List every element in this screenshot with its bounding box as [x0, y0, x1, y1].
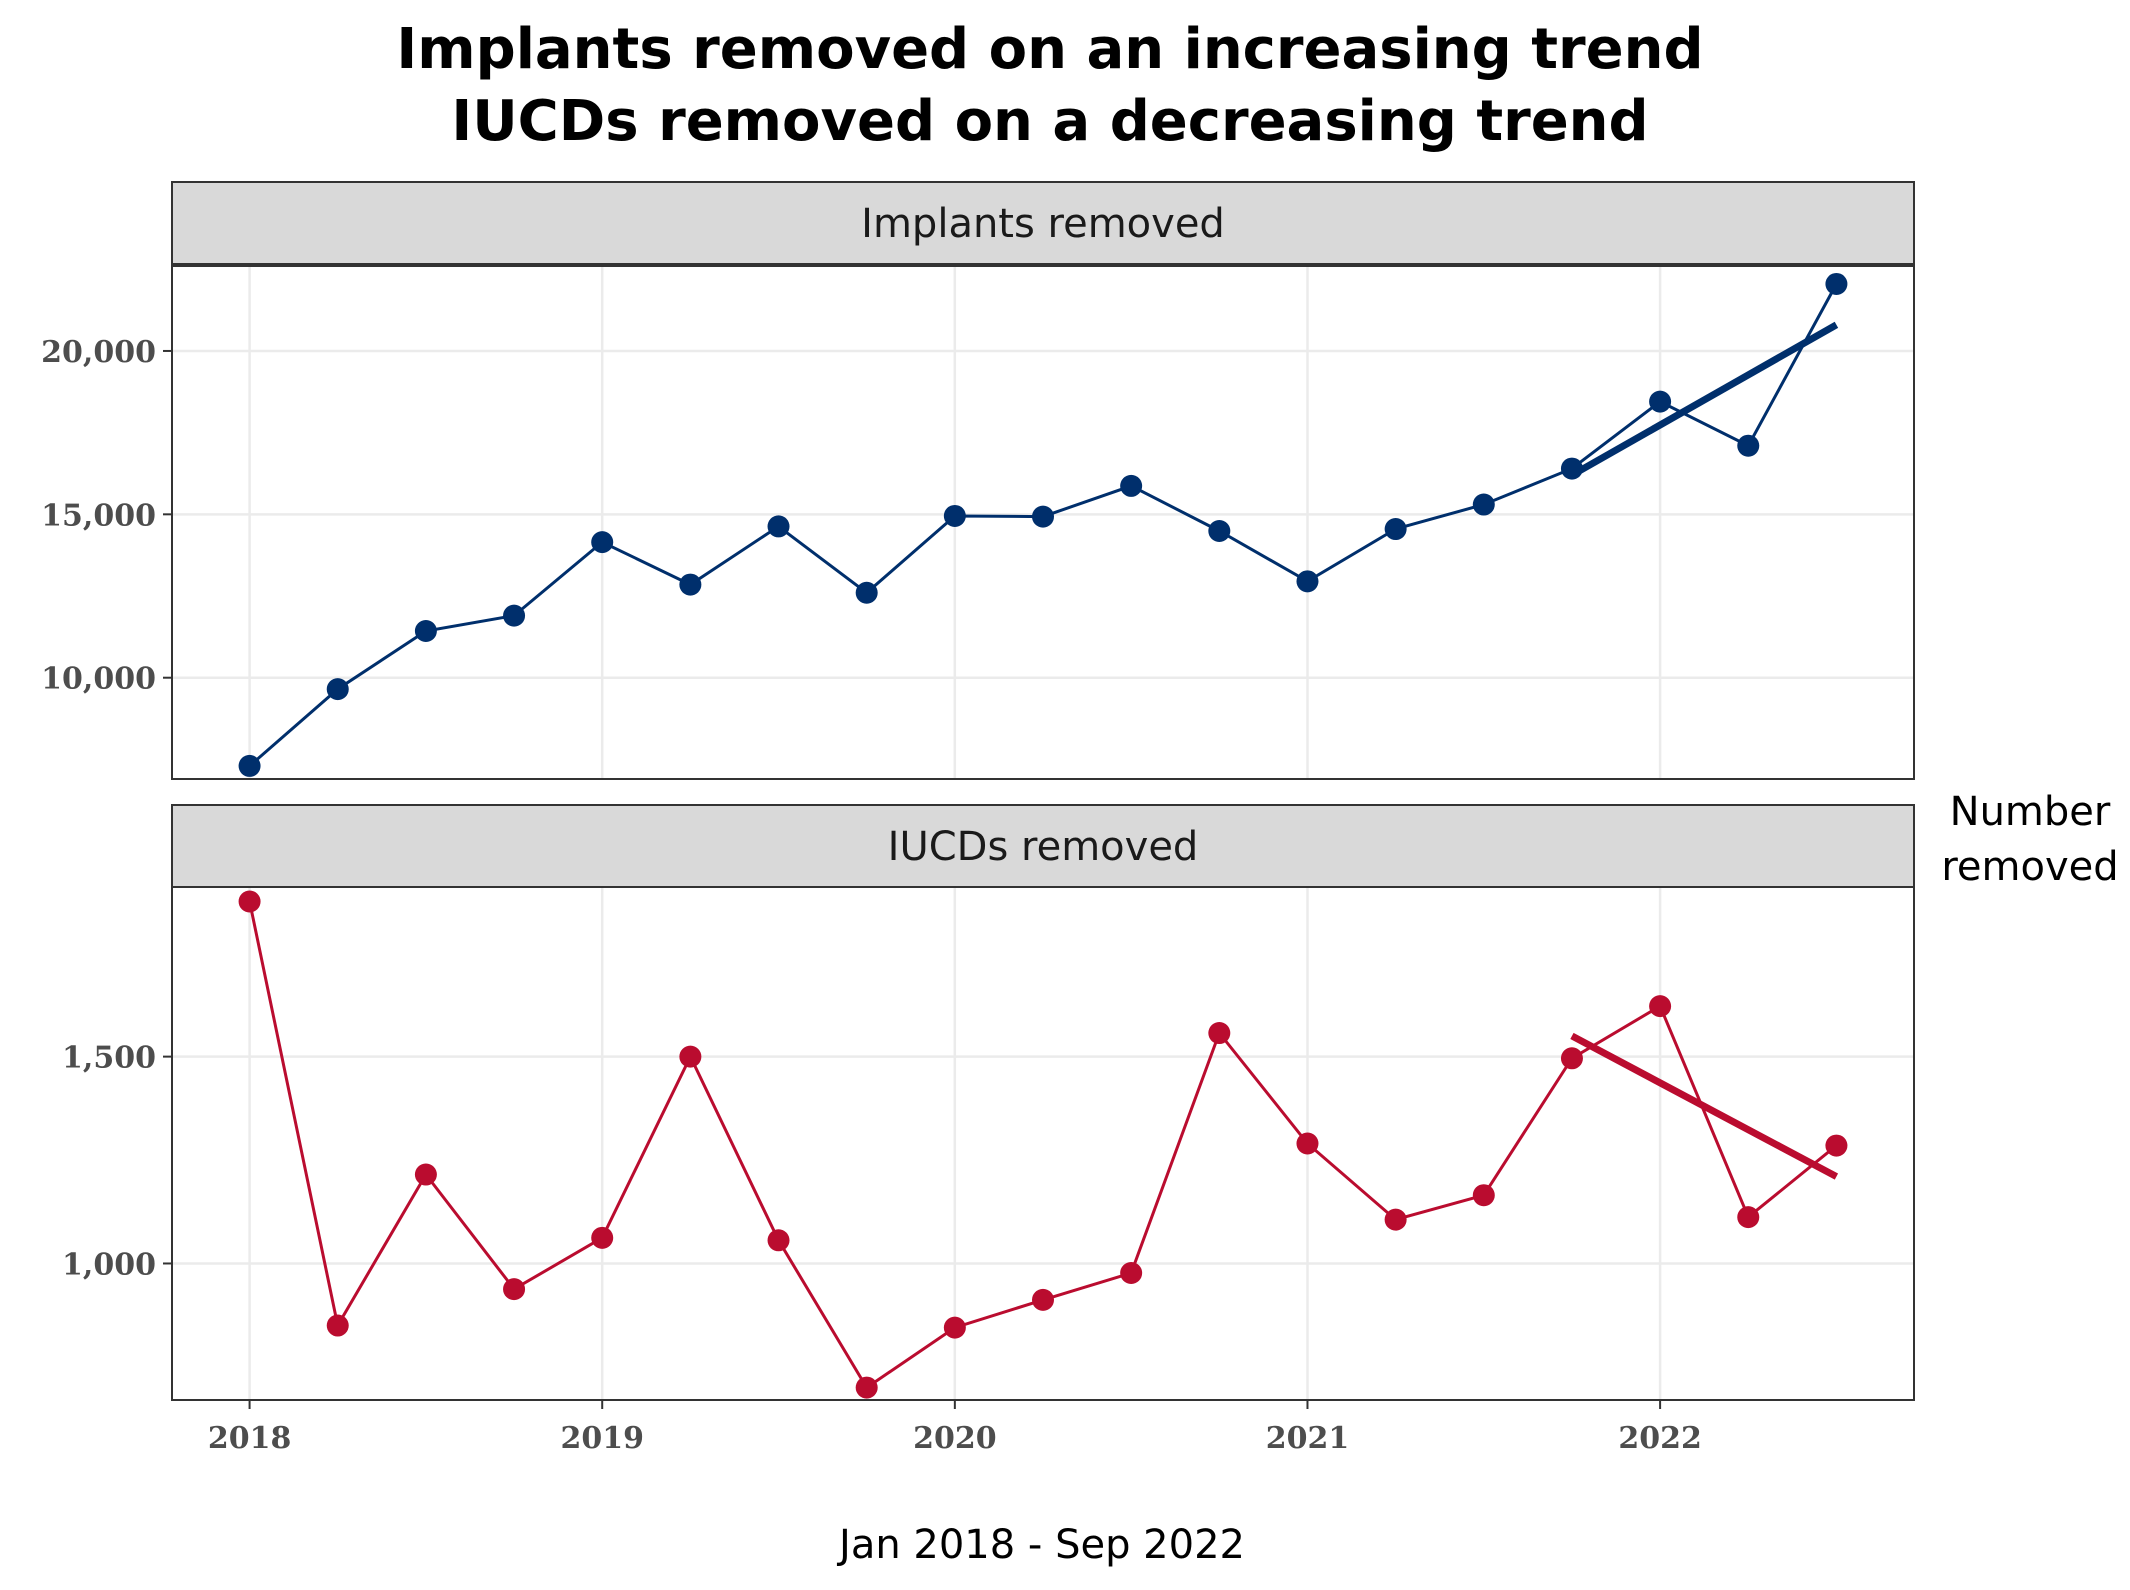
panel-0-point-14 — [1472, 493, 1495, 516]
panel-0-point-10 — [1120, 474, 1143, 497]
panel-0-point-0 — [238, 754, 261, 777]
panel-1-point-12 — [1296, 1132, 1319, 1155]
panel-0-point-8 — [943, 504, 966, 527]
panel-0-point-7 — [855, 581, 878, 604]
panel-0-strip — [171, 181, 1915, 265]
panel-1-point-9 — [1032, 1288, 1054, 1311]
panel-1-point-17 — [1737, 1206, 1760, 1229]
panel-1-point-8 — [943, 1316, 966, 1339]
panel-iucds: IUCDs removed 1,000 1,500 — [62, 804, 1915, 1401]
panel-0-point-4 — [591, 531, 614, 554]
x-tick-label-0: 2018 — [208, 1421, 292, 1456]
panel-1-point-1 — [326, 1314, 349, 1337]
panel-0-ytick-label-0: 10,000 — [41, 662, 156, 697]
panel-0-point-15 — [1560, 457, 1583, 480]
panel-1-point-3 — [503, 1278, 526, 1301]
x-tick-label-4: 2022 — [1618, 1421, 1702, 1456]
panel-1-point-18 — [1825, 1134, 1848, 1157]
panel-0-point-18 — [1825, 272, 1848, 295]
panel-1-point-14 — [1472, 1184, 1495, 1207]
panel-1-point-16 — [1649, 995, 1672, 1018]
panel-implants: Implants removed 10,000 15,000 20,000 — [41, 181, 1915, 780]
panel-1-point-4 — [591, 1226, 614, 1249]
panel-1-point-5 — [679, 1045, 702, 1068]
panel-0-point-2 — [414, 619, 437, 642]
legend-title-line-1: Number — [1950, 789, 2111, 835]
panel-1-point-2 — [414, 1163, 437, 1186]
panel-0-strip-label: Implants removed — [861, 201, 1225, 247]
panel-1-ytick-label-1: 1,500 — [62, 1041, 156, 1076]
x-tick-label-1: 2019 — [560, 1421, 644, 1456]
panel-1-point-0 — [238, 890, 261, 913]
panel-1-point-13 — [1384, 1208, 1407, 1231]
chart-title-line-2: IUCDs removed on a decreasing trend — [451, 89, 1648, 154]
panel-1-ytick-label-0: 1,000 — [62, 1247, 156, 1282]
panel-1-point-15 — [1560, 1047, 1583, 1070]
panel-0-point-16 — [1649, 390, 1672, 413]
panel-1-series-line — [248, 901, 1838, 1390]
legend-title-line-2: removed — [1941, 844, 2118, 890]
panel-0-point-5 — [679, 573, 702, 596]
panel-0-point-3 — [503, 604, 526, 627]
panel-1-trend-line — [1570, 1032, 1839, 1180]
panel-0-point-9 — [1032, 505, 1054, 528]
panel-1-point-6 — [767, 1229, 790, 1252]
chart-title-line-1: Implants removed on an increasing trend — [396, 17, 1703, 82]
x-tick-label-2: 2020 — [913, 1421, 997, 1456]
panel-1-strip-label: IUCDs removed — [888, 824, 1199, 870]
panel-0-ytick-label-1: 15,000 — [41, 498, 156, 533]
panel-0-point-13 — [1384, 518, 1407, 541]
panel-0-point-6 — [767, 515, 790, 538]
panel-0-point-17 — [1737, 434, 1760, 457]
panel-0-point-12 — [1296, 570, 1319, 593]
panel-1-border — [171, 886, 1915, 1401]
x-axis: 2018 2019 2020 2021 2022 — [208, 1400, 1702, 1456]
panel-0-point-11 — [1208, 519, 1231, 542]
panel-1-point-7 — [855, 1376, 878, 1399]
x-tick-label-3: 2021 — [1266, 1421, 1350, 1456]
panel-0-point-1 — [326, 678, 349, 701]
x-axis-title: Jan 2018 - Sep 2022 — [836, 1522, 1245, 1568]
panel-0-ytick-label-2: 20,000 — [41, 335, 156, 370]
panel-0-trend-line — [1570, 321, 1839, 479]
panel-1-point-10 — [1120, 1261, 1143, 1284]
panel-1-point-11 — [1208, 1022, 1231, 1045]
panel-0-border — [171, 265, 1915, 780]
